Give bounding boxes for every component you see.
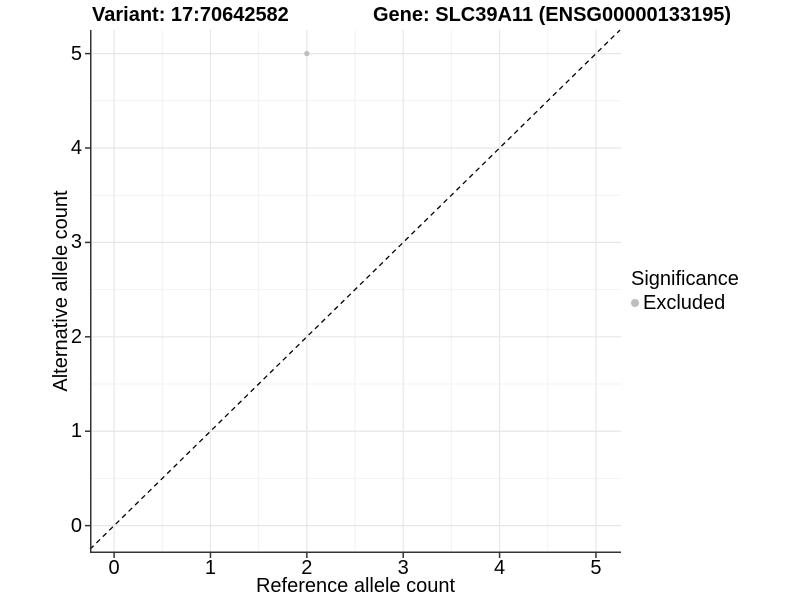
plot-title-gene: Gene: SLC39A11 (ENSG00000133195) — [373, 4, 731, 26]
y-axis-title: Alternative allele count — [50, 190, 72, 392]
y-tick-label: 2 — [70, 325, 82, 348]
x-tick-label: 1 — [204, 557, 217, 579]
plot-title-variant: Variant: 17:70642582 — [92, 4, 289, 26]
y-tick-label: 4 — [70, 137, 82, 159]
x-axis-title: Reference allele count — [255, 575, 455, 597]
plot-panel — [85, 29, 621, 558]
x-tick-label: 4 — [494, 557, 506, 579]
legend-entry-label: Excluded — [643, 291, 726, 314]
y-tick-label: 5 — [70, 42, 82, 65]
data-point — [304, 50, 310, 57]
y-tick-label: 3 — [70, 231, 82, 254]
plot-canvas — [85, 29, 621, 558]
y-tick-label: 0 — [70, 514, 82, 537]
legend-key-dot-icon — [631, 299, 639, 307]
x-tick-label: 5 — [590, 557, 602, 579]
legend: Significance Excluded — [631, 267, 739, 315]
identity-line — [89, 29, 621, 550]
legend-title: Significance — [631, 268, 739, 290]
x-tick-label: 0 — [108, 557, 120, 579]
x-tick-label: 2 — [301, 557, 313, 579]
legend-entry-excluded: Excluded — [631, 291, 739, 315]
x-tick-label: 3 — [397, 557, 409, 579]
y-tick-label: 1 — [70, 420, 82, 443]
